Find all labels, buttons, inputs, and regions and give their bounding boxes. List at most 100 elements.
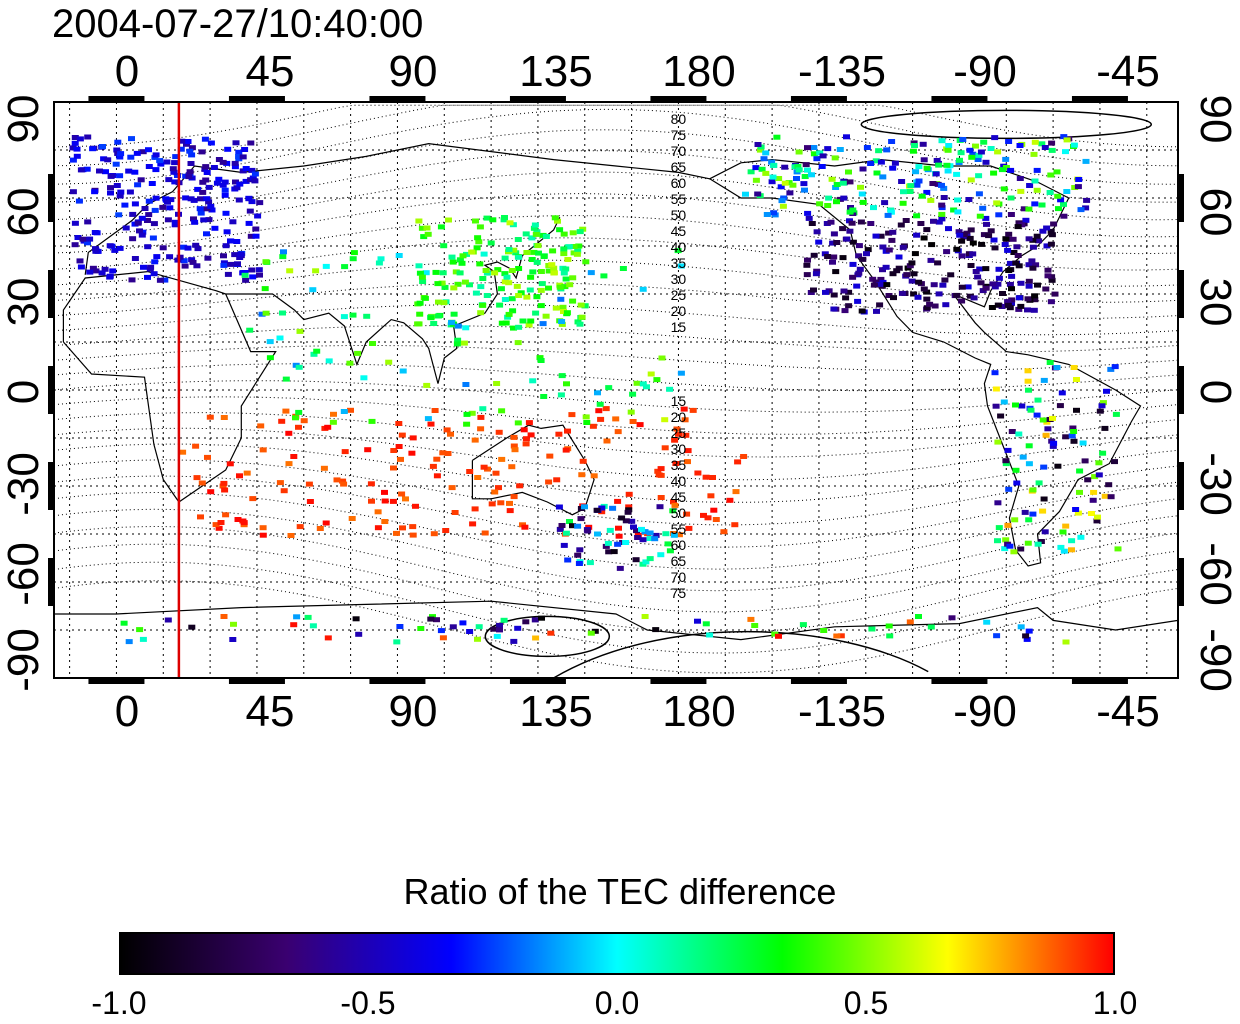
tec-ratio-cell [956, 157, 963, 163]
tec-ratio-cell [675, 532, 683, 538]
tec-ratio-cell [236, 473, 243, 479]
tec-ratio-cell [287, 533, 295, 538]
left-lat-tick: 0 [0, 379, 48, 405]
tec-ratio-cell [863, 251, 870, 257]
tec-ratio-cell [131, 169, 139, 175]
tec-ratio-cell [548, 262, 556, 268]
tec-ratio-cell [994, 302, 1002, 308]
tec-ratio-cell [938, 211, 946, 217]
tec-ratio-cell [1025, 387, 1032, 393]
tec-ratio-cell [639, 537, 647, 543]
tec-ratio-cell [192, 242, 200, 248]
tec-ratio-cell [427, 421, 435, 427]
tec-ratio-cell [230, 621, 237, 627]
tec-ratio-cell [569, 275, 577, 281]
tec-ratio-cell [496, 622, 503, 628]
tec-ratio-cell [1050, 221, 1058, 227]
tec-ratio-cell [300, 418, 308, 424]
tec-ratio-cell [975, 152, 983, 158]
tec-ratio-cell [418, 274, 426, 280]
tec-ratio-cell [795, 167, 803, 173]
tec-ratio-cell [1007, 195, 1015, 201]
tec-ratio-cell [1062, 523, 1070, 529]
tec-ratio-cell [479, 276, 487, 281]
tec-ratio-cell [449, 624, 457, 630]
tec-ratio-cell [180, 244, 187, 250]
tec-ratio-cell [975, 173, 983, 179]
tec-ratio-cell [883, 147, 891, 153]
tec-ratio-cell [496, 627, 503, 633]
tec-ratio-cell [1055, 206, 1062, 212]
tec-ratio-cell [1022, 633, 1030, 639]
tec-ratio-cell [197, 196, 204, 202]
tec-ratio-cell [1050, 440, 1058, 446]
tec-ratio-cell [707, 493, 715, 499]
coastline [709, 158, 1142, 567]
tec-ratio-cell [1048, 274, 1056, 280]
tec-ratio-cell [1008, 286, 1015, 292]
tec-ratio-cell [1032, 262, 1040, 268]
tec-ratio-cell [899, 200, 907, 206]
tec-ratio-cell [532, 635, 540, 641]
tec-ratio-cell [923, 189, 931, 195]
tec-ratio-cell [832, 185, 840, 190]
tec-ratio-cell [943, 249, 951, 255]
tec-ratio-cell [537, 269, 545, 274]
tec-ratio-cell [972, 143, 979, 149]
tec-ratio-cell [1083, 197, 1091, 203]
tec-ratio-cell [1015, 295, 1023, 301]
tec-ratio-cell [614, 498, 622, 504]
tec-ratio-cell [803, 272, 811, 278]
tec-ratio-cell [911, 251, 919, 257]
tec-ratio-cell [540, 394, 548, 399]
tec-ratio-cell [1082, 205, 1090, 211]
tec-ratio-cell [869, 276, 877, 282]
tick-bar [1178, 558, 1184, 606]
tec-ratio-cell [295, 424, 302, 430]
tec-ratio-cell [1006, 543, 1014, 549]
tec-ratio-cell [560, 251, 568, 257]
tec-ratio-cell [306, 499, 314, 504]
tec-ratio-cell [1002, 156, 1010, 162]
tec-ratio-cell [502, 320, 510, 326]
tec-ratio-cell [423, 382, 431, 388]
tec-ratio-cell [1060, 134, 1068, 140]
tec-ratio-cell [1043, 225, 1051, 231]
tec-ratio-cell [205, 199, 213, 205]
tec-ratio-cell [1024, 368, 1032, 374]
tec-ratio-cell [144, 274, 151, 280]
tec-ratio-cell [1048, 232, 1056, 238]
tec-ratio-cell [412, 503, 419, 509]
tec-ratio-cell [248, 199, 256, 205]
tec-ratio-cell [939, 282, 947, 288]
tec-ratio-cell [1031, 139, 1039, 145]
tec-ratio-cell [295, 364, 303, 370]
left-lat-tick: 60 [0, 187, 48, 237]
tec-ratio-cell [920, 286, 928, 292]
tec-ratio-cell [562, 447, 570, 453]
tec-ratio-cell [498, 408, 506, 414]
tec-ratio-cell [953, 292, 961, 298]
tec-ratio-cell [241, 147, 249, 152]
tec-ratio-cell [417, 626, 425, 631]
tec-ratio-cell [557, 296, 565, 302]
tec-ratio-cell [555, 431, 563, 437]
tec-ratio-cell [349, 256, 357, 262]
tec-ratio-cell [434, 281, 442, 287]
colorbar-title: Ratio of the TEC difference [403, 871, 837, 912]
tec-ratio-cell [732, 489, 740, 495]
tec-ratio-cell [666, 548, 674, 554]
tec-ratio-cell [786, 190, 794, 196]
tec-ratio-cell [975, 191, 983, 197]
tec-ratio-cell [775, 633, 782, 639]
tec-ratio-cell [652, 627, 660, 633]
tec-ratio-cell [547, 630, 555, 636]
tick-bar [228, 96, 285, 102]
tec-ratio-cell [1034, 282, 1041, 288]
tec-ratio-cell [610, 549, 618, 555]
tec-ratio-cell [859, 199, 867, 205]
tec-ratio-cell [657, 466, 665, 472]
tec-ratio-cell [1018, 222, 1026, 228]
tec-ratio-cell [92, 246, 99, 252]
tec-ratio-cell [137, 177, 145, 183]
